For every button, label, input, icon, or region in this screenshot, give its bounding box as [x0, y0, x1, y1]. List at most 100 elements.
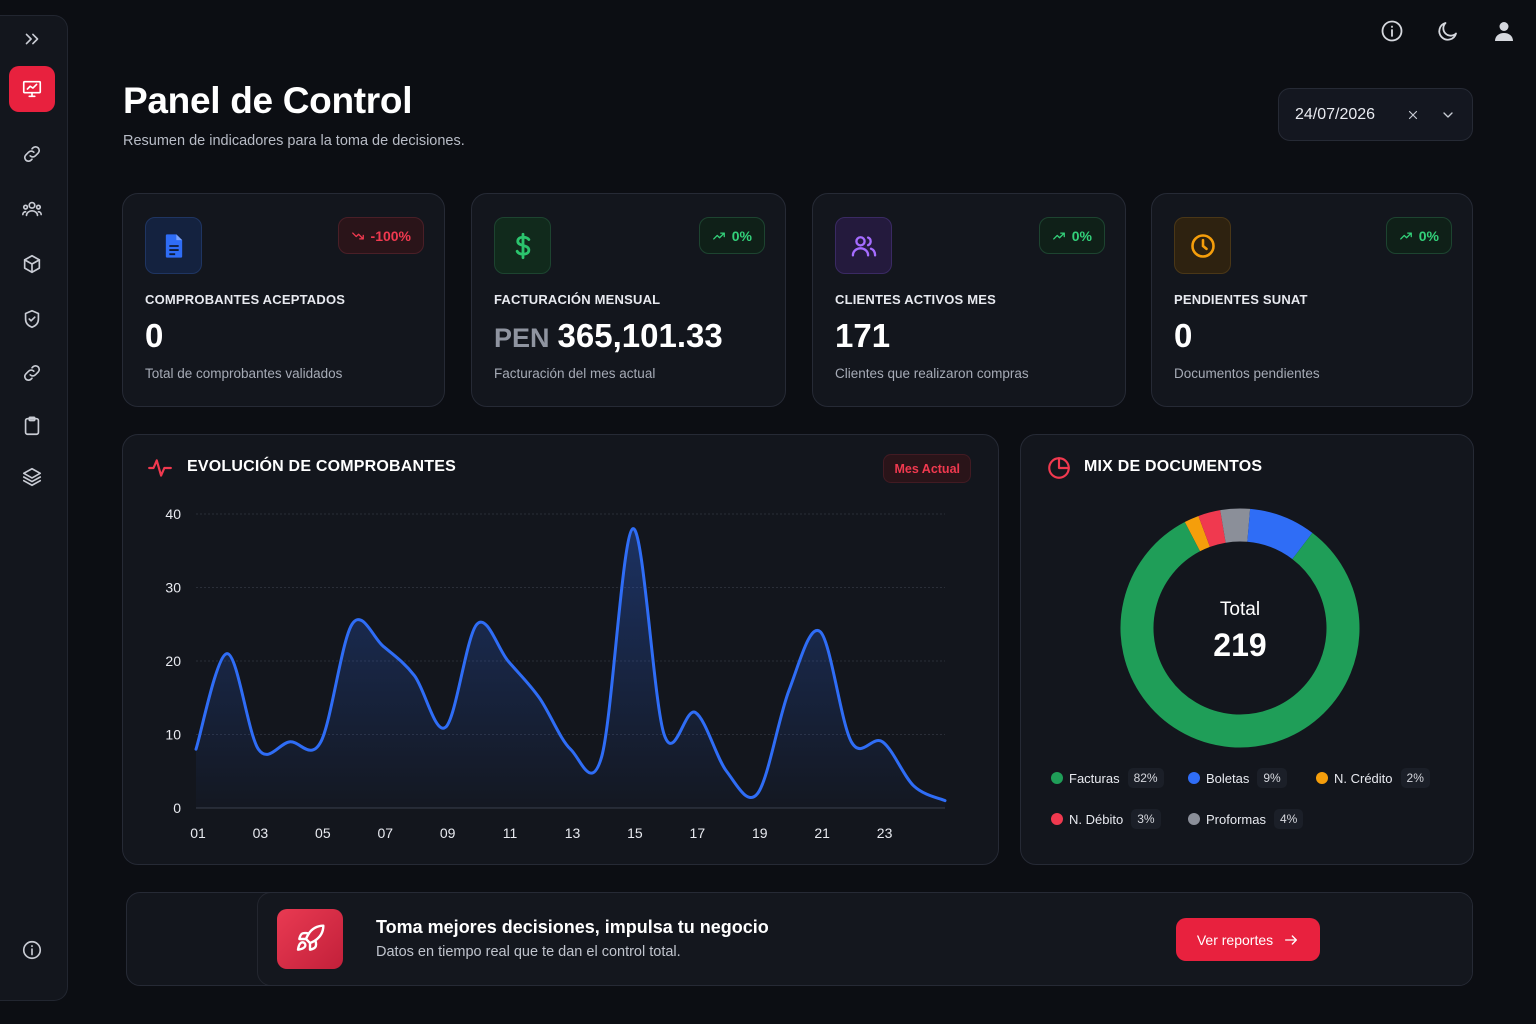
legend-dot: [1316, 772, 1328, 784]
trending-down-icon: [351, 231, 364, 240]
kpi-label: FACTURACIÓN MENSUAL: [494, 292, 661, 307]
date-picker[interactable]: 24/07/2026: [1278, 88, 1473, 141]
legend-item[interactable]: N. Débito 3%: [1051, 809, 1161, 829]
chevron-down-icon[interactable]: [1440, 107, 1456, 123]
sidebar: [0, 15, 68, 1001]
sidebar-item-users[interactable]: [9, 186, 55, 232]
series-line: [194, 527, 947, 803]
view-reports-label: Ver reportes: [1196, 931, 1274, 948]
evolution-chart: 0 10 20 30 40 01 03 05 07 09 11 13 15 17 19 21 23: [165, 506, 947, 841]
shield-check-icon: [24, 309, 40, 329]
kpi-label: PENDIENTES SUNAT: [1174, 292, 1308, 307]
kpi-description: Total de comprobantes validados: [145, 366, 343, 381]
y-tick-label: 30: [165, 580, 181, 596]
info-icon: [22, 940, 42, 960]
rocket-icon-box: [277, 909, 343, 969]
sidebar-info-button[interactable]: [9, 927, 55, 973]
kpi-label: COMPROBANTES ACEPTADOS: [145, 292, 346, 307]
legend-label: N. Débito: [1069, 811, 1124, 827]
info-icon: [1381, 20, 1403, 42]
users-icon: [851, 235, 876, 256]
x-tick-label: 17: [690, 825, 706, 841]
promo-banner-inner: Toma mejores decisiones, impulsa tu nego…: [257, 893, 1472, 985]
x-tick-label: 09: [440, 825, 456, 841]
kpi-value-number: 171: [835, 317, 891, 354]
x-tick-label: 05: [315, 825, 331, 841]
sidebar-expand-button[interactable]: [9, 16, 55, 62]
donut-slice-n-cr-dito[interactable]: [1184, 515, 1211, 552]
legend-dot: [1051, 813, 1063, 825]
kpi-icon-box: [835, 217, 892, 274]
kpi-badge-text: 0%: [1418, 227, 1439, 244]
x-tick-label: 03: [253, 825, 269, 841]
legend-dot: [1188, 813, 1200, 825]
kpi-value-number: 0: [1174, 317, 1193, 354]
legend-label: Boletas: [1206, 770, 1250, 786]
promo-banner: Toma mejores decisiones, impulsa tu nego…: [126, 892, 1473, 986]
series-area: [196, 528, 945, 808]
sidebar-item-reports[interactable]: [9, 403, 55, 449]
sidebar-item-dashboard[interactable]: [9, 66, 55, 112]
top-toolbar: [1380, 18, 1516, 44]
link-icon: [23, 145, 41, 163]
kpi-card-clientes: 0% CLIENTES ACTIVOS MES 171 Clientes que…: [812, 193, 1126, 407]
user-menu-button[interactable]: [1492, 18, 1516, 44]
dollar-icon: [515, 232, 530, 259]
kpi-value-number: 365,101.33: [557, 317, 723, 354]
y-tick-label: 0: [173, 800, 181, 816]
sidebar-item-security[interactable]: [9, 296, 55, 342]
donut-slice-facturas[interactable]: [1120, 522, 1360, 748]
chart-presentation-icon: [22, 80, 42, 98]
x-tick-label: 15: [627, 825, 643, 841]
kpi-trend-badge: 0%: [698, 217, 765, 254]
theme-toggle-button[interactable]: [1436, 18, 1460, 44]
x-tick-label: 07: [377, 825, 393, 841]
view-reports-button[interactable]: Ver reportes: [1176, 918, 1320, 961]
info-button[interactable]: [1380, 18, 1404, 44]
legend-item[interactable]: Boletas 9%: [1188, 768, 1287, 788]
clear-date-icon[interactable]: [1406, 108, 1420, 122]
y-tick-label: 20: [165, 653, 181, 669]
kpi-badge-text: 0%: [731, 227, 752, 244]
date-value: 24/07/2026: [1295, 105, 1376, 123]
legend-dot: [1051, 772, 1063, 784]
donut-center-value: 219: [1213, 627, 1266, 663]
sidebar-item-integrations[interactable]: [9, 350, 55, 396]
x-tick-label: 01: [190, 825, 206, 841]
kpi-badge-text: 0%: [1071, 227, 1092, 244]
page-title: Panel de Control: [123, 80, 413, 121]
activity-icon: [148, 459, 172, 477]
clock-icon: [1190, 233, 1215, 258]
trending-up-icon: [1399, 231, 1412, 240]
donut-slice-boletas[interactable]: [1246, 508, 1313, 560]
kpi-trend-badge: -100%: [337, 217, 424, 254]
kpi-description: Documentos pendientes: [1174, 366, 1320, 381]
kpi-badge-text: -100%: [370, 227, 411, 244]
legend-item[interactable]: Proformas 4%: [1188, 809, 1304, 829]
sidebar-item-products[interactable]: [9, 241, 55, 287]
kpi-label: CLIENTES ACTIVOS MES: [835, 292, 996, 307]
kpi-icon-box: [1174, 217, 1231, 274]
legend-item[interactable]: N. Crédito 2%: [1316, 768, 1430, 788]
donut-slice-n-d-bito[interactable]: [1198, 510, 1227, 548]
period-tag[interactable]: Mes Actual: [883, 454, 971, 483]
y-tick-label: 10: [165, 727, 181, 743]
kpi-card-pendientes: 0% PENDIENTES SUNAT 0 Documentos pendien…: [1151, 193, 1473, 407]
legend-dot: [1188, 772, 1200, 784]
kpi-currency: PEN: [494, 323, 550, 353]
x-tick-label: 19: [752, 825, 768, 841]
double-chevron-right-icon: [25, 33, 39, 45]
legend-percent: 9%: [1257, 768, 1287, 788]
sidebar-item-links[interactable]: [9, 131, 55, 177]
banner-title: Toma mejores decisiones, impulsa tu nego…: [376, 917, 769, 937]
document-icon: [165, 233, 182, 258]
box-icon: [23, 254, 41, 274]
donut-slice-proformas[interactable]: [1220, 508, 1251, 543]
donut-center-label: Total: [1220, 599, 1260, 620]
sidebar-item-layers[interactable]: [9, 454, 55, 500]
legend-item[interactable]: Facturas 82%: [1051, 768, 1164, 788]
kpi-description: Clientes que realizaron compras: [835, 366, 1029, 381]
kpi-icon-box: [494, 217, 551, 274]
kpi-value: 0: [1174, 317, 1192, 355]
kpi-icon-box: [145, 217, 202, 274]
